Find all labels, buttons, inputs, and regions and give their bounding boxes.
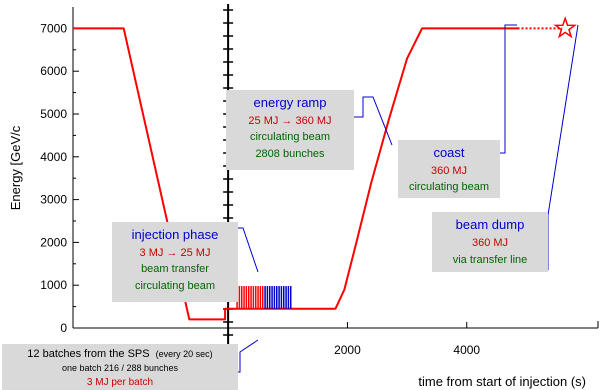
coast-energy: 360 MJ: [431, 165, 467, 177]
y-tick-label: 7000: [40, 21, 67, 35]
ramp-connector: [354, 96, 393, 146]
injection-phase-box-bg: [112, 222, 238, 302]
beam-dump-box: beam dump 360 MJ via transfer line: [432, 212, 548, 272]
energy-ramp-box-bg: [226, 90, 354, 170]
sps-batches-interval: (every 20 sec): [156, 349, 213, 359]
coast-beam: circulating beam: [409, 181, 489, 193]
energy-ramp-energy: 25 MJ → 360 MJ: [248, 115, 331, 127]
beam-dump-star-marker: [553, 16, 577, 39]
x-tick-label: 4000: [453, 343, 480, 357]
x-tick-label: 2000: [334, 343, 361, 357]
connector-lines: [238, 24, 579, 373]
injection-phase-beam: circulating beam: [135, 280, 215, 292]
beam-dump-energy: 360 MJ: [472, 237, 508, 249]
sps-batches-line3: 3 MJ per batch: [87, 377, 153, 388]
coast-box-bg: [398, 140, 500, 198]
sps-batches-box-bg: [2, 344, 238, 390]
y-tick-label: 1000: [40, 278, 67, 292]
energy-series-line-0: [73, 27, 518, 321]
coast-box: coast 360 MJ circulating beam: [398, 140, 500, 198]
coast-title: coast: [433, 145, 464, 160]
injection-phase-title: injection phase: [132, 227, 219, 242]
y-tick-label: 0: [60, 321, 67, 335]
sps-batches-box: 12 batches from the SPS (every 20 sec) o…: [2, 344, 238, 390]
beam-dump-transfer: via transfer line: [453, 254, 528, 266]
y-tick-label: 3000: [40, 193, 67, 207]
energy-ramp-title: energy ramp: [254, 95, 327, 110]
sps-batches-line2: one batch 216 / 288 bunches: [62, 363, 179, 373]
batches-connector: [238, 339, 259, 373]
x-axis-title: time from start of injection (s): [418, 374, 586, 389]
beam-dump-title: beam dump: [456, 217, 525, 232]
energy-ramp-box: energy ramp 25 MJ → 360 MJ circulating b…: [226, 90, 354, 170]
coast-connector: [500, 24, 517, 154]
injection-phase-transfer: beam transfer: [141, 263, 209, 275]
dump-connector: [547, 24, 579, 270]
sps-batches-line1: 12 batches from the SPS (every 20 sec): [27, 348, 212, 360]
sps-batches-text: 12 batches from the SPS: [27, 348, 149, 360]
injection-phase-energy: 3 MJ → 25 MJ: [140, 247, 211, 259]
injection-connector: [238, 227, 259, 273]
y-tick-label: 4000: [40, 150, 67, 164]
beam-dump-box-bg: [432, 212, 548, 272]
y-tick-label: 6000: [40, 64, 67, 78]
energy-ramp-bunches: 2808 bunches: [255, 148, 325, 160]
y-tick-label: 2000: [40, 235, 67, 249]
energy-ramp-beam: circulating beam: [250, 131, 330, 143]
y-axis-title: Energy [GeV/c: [8, 125, 23, 210]
injection-phase-box: injection phase 3 MJ → 25 MJ beam transf…: [112, 222, 238, 302]
y-tick-label: 5000: [40, 107, 67, 121]
